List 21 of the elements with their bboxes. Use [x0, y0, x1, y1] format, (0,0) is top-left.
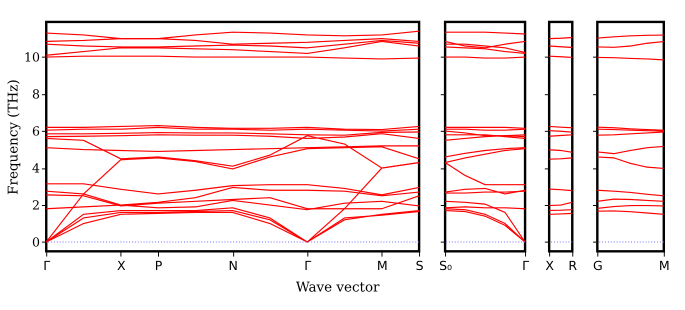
x-tick-label: N — [228, 258, 238, 274]
y-tick-label: 0 — [32, 234, 40, 250]
x-tick-label: R — [568, 258, 578, 274]
x-tick-label: X — [117, 258, 126, 274]
x-tick-label: X — [545, 258, 554, 274]
x-axis-title: Wave vector — [296, 279, 380, 296]
x-tick-label: S — [416, 258, 424, 274]
y-tick-label: 6 — [32, 123, 40, 138]
x-tick-label: M — [376, 258, 388, 274]
x-tick-label: M — [658, 258, 670, 274]
y-tick-label: 8 — [32, 86, 40, 102]
x-tick-label: Γ — [304, 258, 312, 274]
x-tick-label: G — [592, 258, 603, 274]
y-tick-label: 2 — [32, 197, 40, 212]
x-tick-label: P — [154, 258, 163, 274]
y-axis-title: Frequency (THz) — [5, 79, 22, 195]
y-tick-label: 10 — [24, 49, 40, 64]
x-tick-label: S₀ — [439, 258, 452, 274]
y-tick-label: 4 — [32, 160, 40, 176]
x-tick-label: Γ — [522, 258, 530, 274]
x-tick-label: Γ — [43, 258, 50, 274]
